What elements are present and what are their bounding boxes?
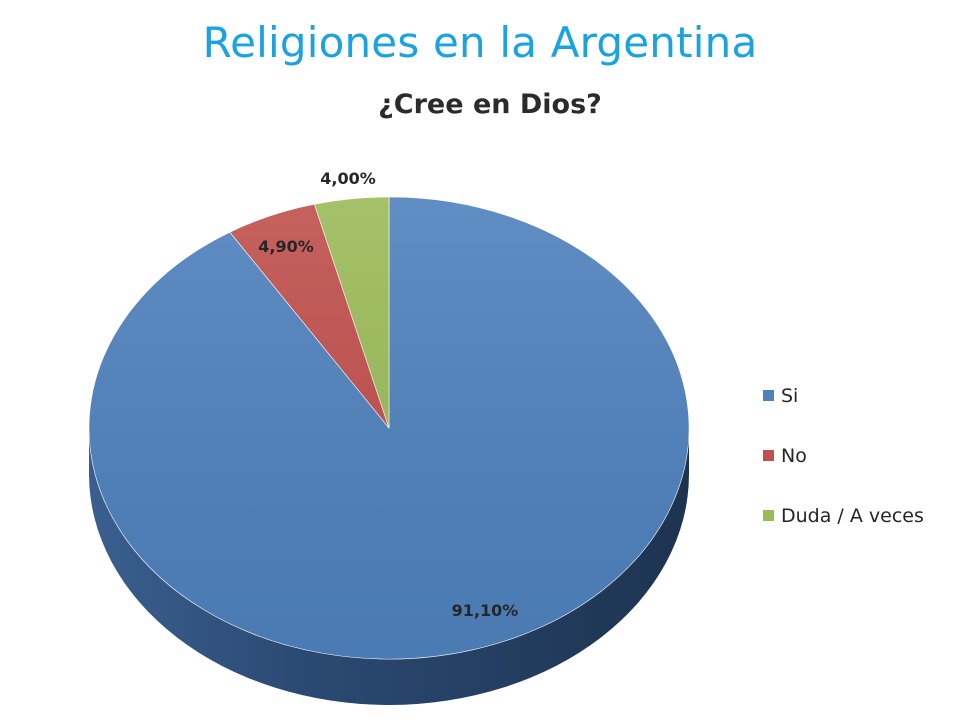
legend-label-duda-a-veces: Duda / A veces	[781, 505, 924, 527]
slide-title: Religiones en la Argentina	[202, 18, 758, 67]
legend-swatch-si	[763, 390, 774, 401]
data-label-no: 4,90%	[258, 237, 314, 256]
data-label-si: 91,10%	[452, 601, 519, 620]
legend-label-si: Si	[781, 385, 798, 407]
chart-title: ¿Cree en Dios?	[378, 89, 602, 120]
legend-swatch-no	[763, 450, 774, 461]
data-label-duda-a-veces: 4,00%	[320, 169, 376, 188]
legend-label-no: No	[781, 445, 807, 467]
pie-data-labels: 91,10% 4,90% 4,00%	[258, 169, 518, 620]
legend: Si No Duda / A veces	[763, 385, 924, 527]
legend-swatch-duda-a-veces	[763, 510, 774, 521]
pie-slices	[88, 196, 690, 660]
